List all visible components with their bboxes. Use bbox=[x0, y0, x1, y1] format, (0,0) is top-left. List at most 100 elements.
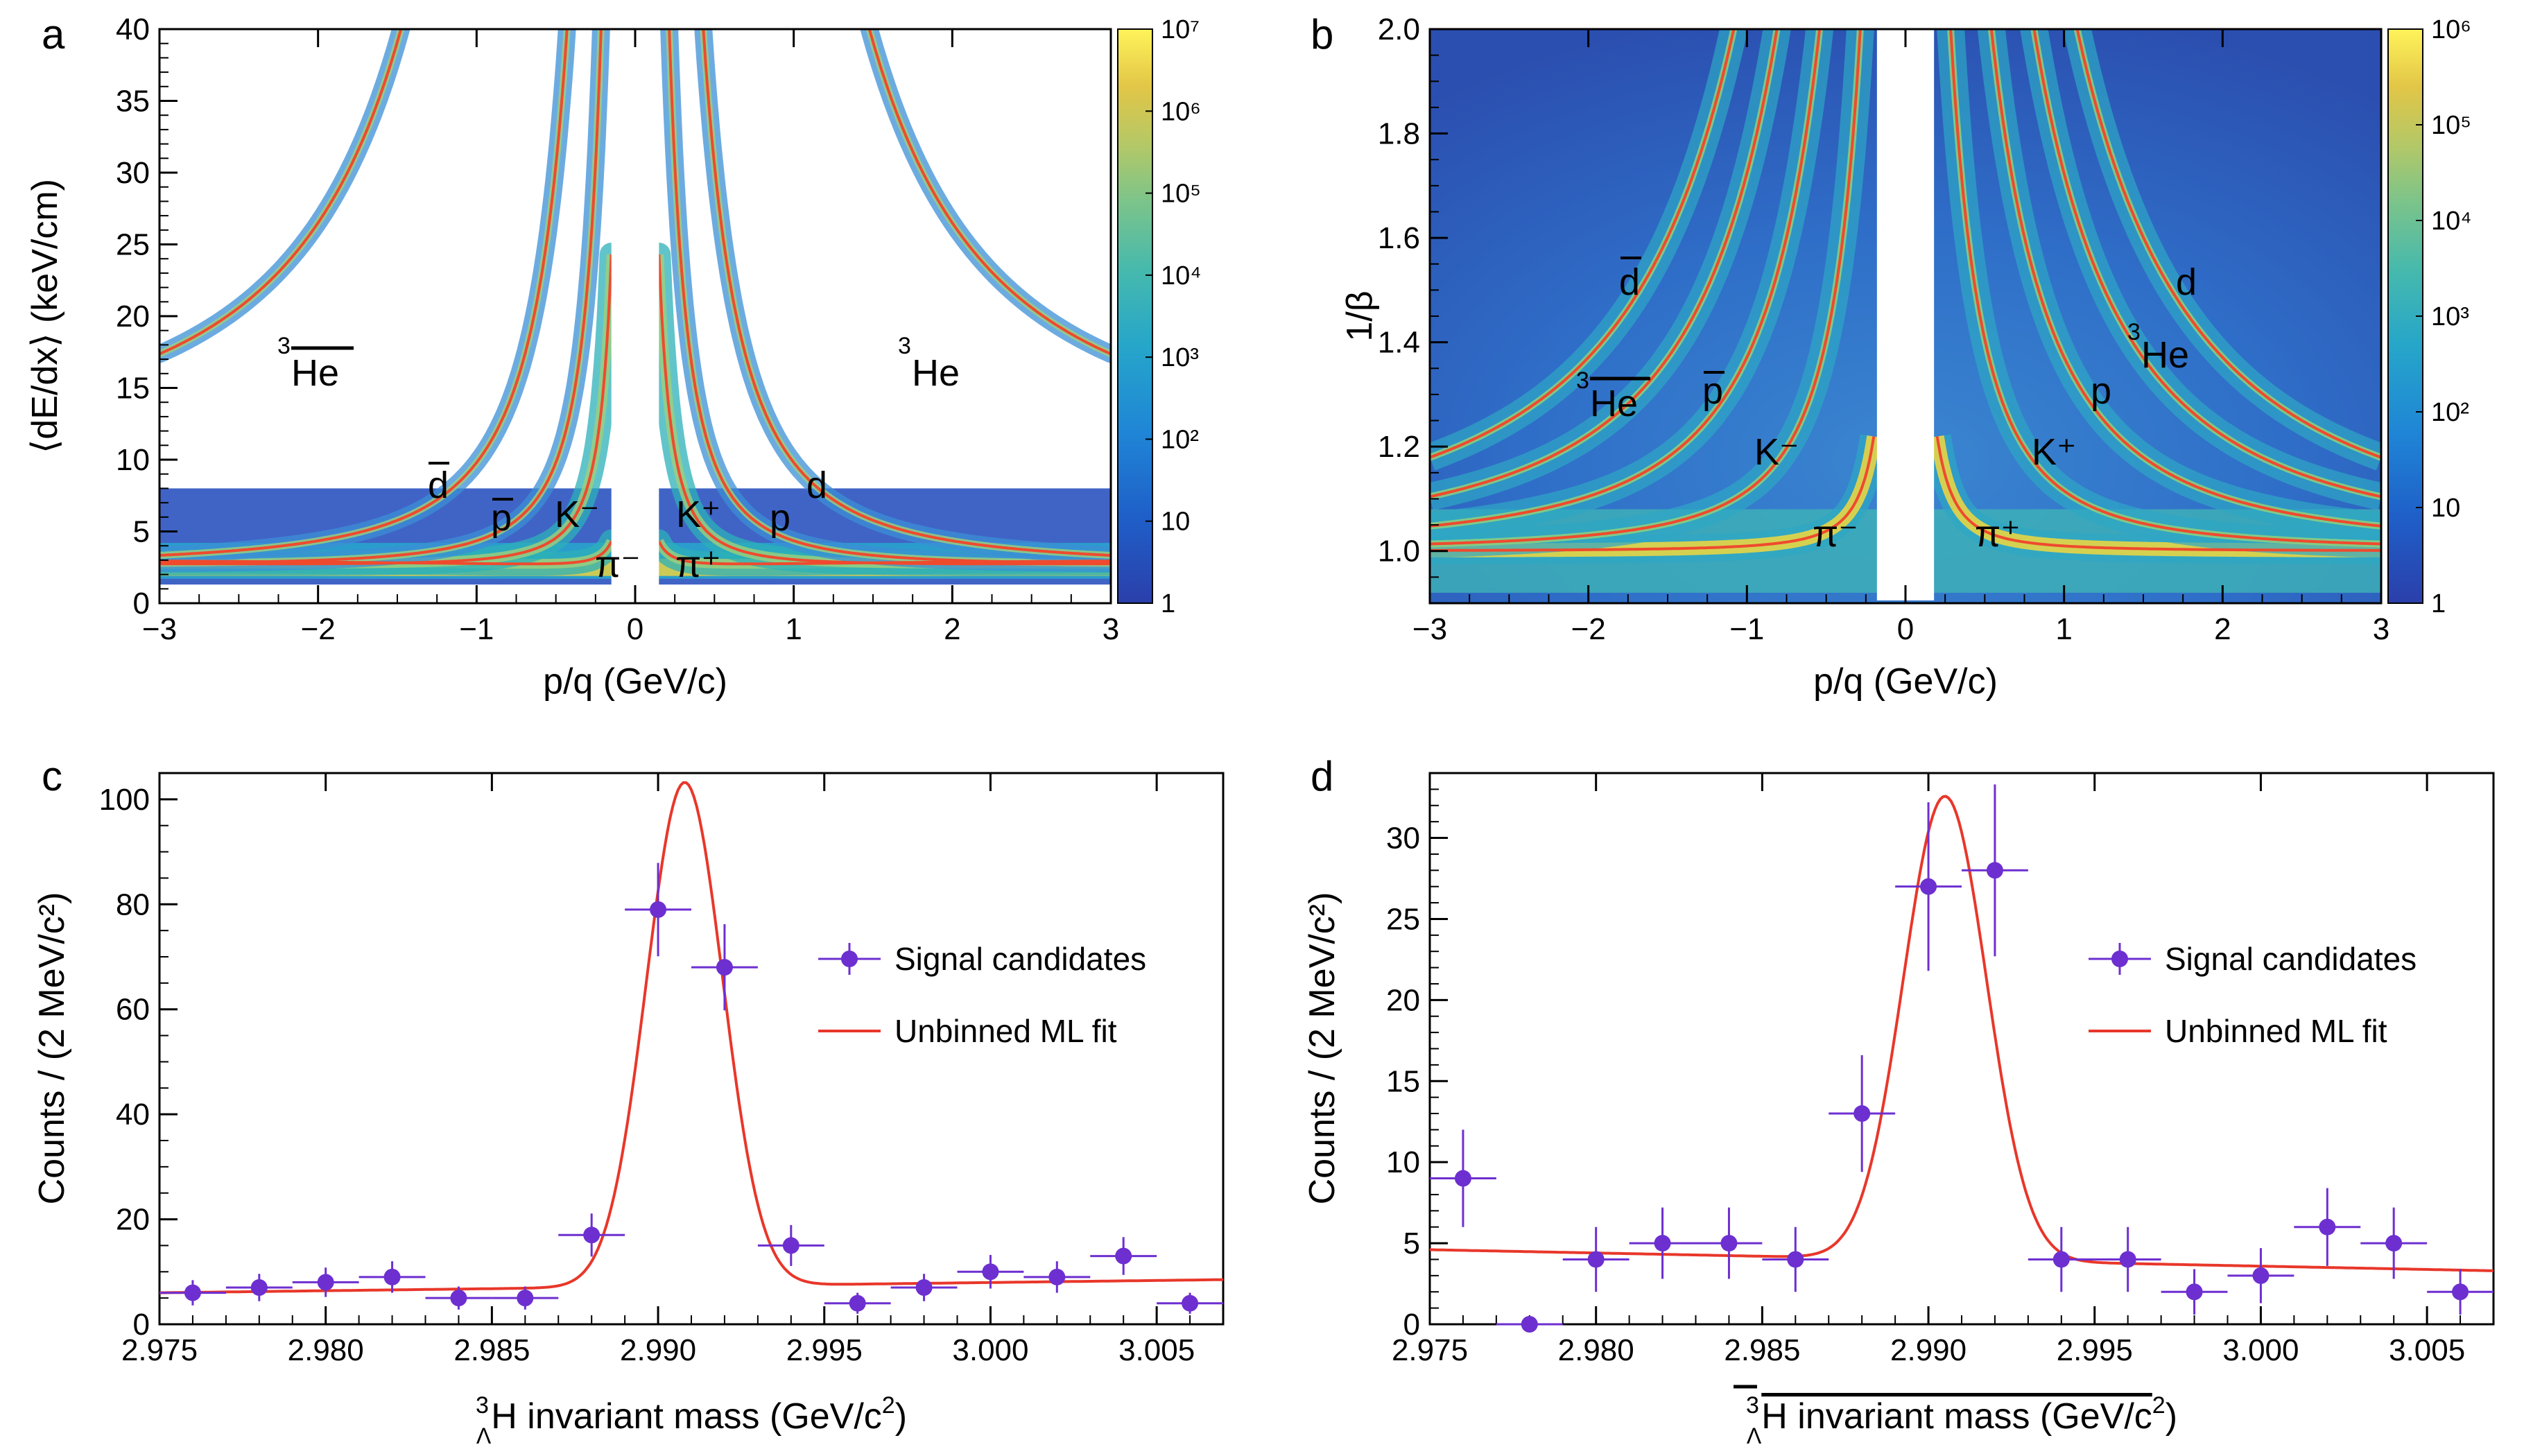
point-marker bbox=[1720, 1235, 1738, 1252]
data-point bbox=[1430, 1129, 1496, 1227]
panel-d-legend: Signal candidates Unbinned ML fit bbox=[2089, 941, 2417, 1049]
point-marker bbox=[782, 1237, 799, 1254]
panel-a-colorbar bbox=[1117, 28, 1153, 604]
expectation-curve-2 bbox=[159, 29, 603, 565]
point-marker bbox=[1115, 1247, 1132, 1265]
panel-b-particle-labels: π⁻ π⁺ K⁻ K⁺ p p d d 3 He 3 He bbox=[1576, 257, 2197, 555]
expectation-curve-1 bbox=[657, 254, 1111, 566]
data-point bbox=[1562, 1227, 1630, 1292]
x-tick-label: 2.975 bbox=[1392, 1333, 1468, 1367]
panel-a-expectation-curves bbox=[159, 29, 1111, 566]
point-marker bbox=[317, 1274, 334, 1291]
x-tick-label: 2.985 bbox=[1724, 1333, 1800, 1367]
data-point bbox=[691, 924, 758, 1011]
panel-c-xlabel-sup: 3 bbox=[476, 1392, 489, 1419]
panel-c-axes: 2.975 2.980 2.985 2.990 2.995 3.000 3.005 0 20 40… bbox=[99, 772, 1224, 1367]
point-marker bbox=[1920, 878, 1937, 895]
y-tick-label: 40 bbox=[116, 1098, 150, 1132]
expectation-curve-1 bbox=[159, 254, 613, 566]
y-tick-label: 40 bbox=[116, 12, 150, 46]
data-point bbox=[757, 1224, 824, 1266]
point-marker bbox=[1048, 1268, 1066, 1285]
panel-b-low-momentum-gap bbox=[1876, 29, 1935, 600]
label-pi-plus: π⁺ bbox=[675, 544, 721, 585]
panel-d-antihypertriton-mass: 2.975 2.980 2.985 2.990 2.995 3.000 3.005 0 5 10 1… bbox=[1302, 772, 2495, 1448]
colorbar-label: 10² bbox=[1161, 425, 1199, 454]
x-tick-label: −3 bbox=[1412, 612, 1447, 646]
expectation-curve-3 bbox=[159, 29, 569, 557]
y-tick-label: 5 bbox=[133, 515, 150, 549]
label-pbar-b: p bbox=[1702, 370, 1723, 412]
y-tick-label: 10 bbox=[1386, 1145, 1420, 1179]
x-tick-label: 2.990 bbox=[620, 1333, 696, 1367]
data-point bbox=[2227, 1248, 2294, 1303]
y-tick-label: 35 bbox=[116, 85, 150, 119]
panel-a-colorbar-labels: 1 10 10² 10³ 10⁴ 10⁵ 10⁶ 10⁷ bbox=[1146, 15, 1202, 618]
y-tick-label: 1.4 bbox=[1378, 326, 1420, 360]
panel-c-xlabel-main: H invariant mass (GeV/c bbox=[491, 1396, 882, 1437]
x-tick-label: 2 bbox=[2214, 612, 2231, 646]
legend-d-points-label: Signal candidates bbox=[2165, 941, 2417, 977]
panel-d-xlabel-sup: 3 bbox=[1746, 1392, 1759, 1419]
label-he3-mass-number: 3 bbox=[898, 333, 911, 359]
data-point bbox=[492, 1286, 559, 1310]
label-he3: He bbox=[912, 352, 960, 394]
expectation-curve-4 bbox=[867, 29, 1111, 356]
label-dbar: d bbox=[428, 465, 449, 506]
point-marker bbox=[2186, 1283, 2203, 1301]
data-point bbox=[824, 1292, 891, 1314]
tof-curve-0 bbox=[1430, 436, 1876, 552]
y-tick-label: 1.2 bbox=[1378, 430, 1420, 464]
x-tick-label: 2.995 bbox=[786, 1333, 863, 1367]
data-point bbox=[2094, 1227, 2161, 1292]
y-tick-label: 30 bbox=[116, 156, 150, 190]
point-marker bbox=[982, 1263, 999, 1281]
label-he3bar-mass-number: 3 bbox=[277, 333, 291, 359]
point-marker bbox=[2052, 1251, 2070, 1268]
y-tick-label: 1.6 bbox=[1378, 221, 1420, 255]
x-tick-label: 2.975 bbox=[121, 1333, 198, 1367]
panel-c-legend: Signal candidates Unbinned ML fit bbox=[818, 941, 1146, 1049]
point-marker bbox=[184, 1284, 201, 1301]
point-marker bbox=[2319, 1218, 2336, 1236]
data-point bbox=[625, 863, 691, 957]
x-tick-label: 3 bbox=[2373, 612, 2389, 646]
data-point bbox=[957, 1255, 1024, 1289]
y-tick-label: 20 bbox=[1386, 983, 1420, 1017]
x-tick-label: 3.000 bbox=[2222, 1333, 2299, 1367]
data-point bbox=[1157, 1292, 1223, 1314]
data-point bbox=[159, 1280, 226, 1306]
panel-a-low-momentum-gap bbox=[611, 29, 659, 598]
panel-letter-d: d bbox=[1311, 753, 1333, 799]
colorbar-label: 10⁴ bbox=[2431, 207, 2472, 236]
point-marker bbox=[1454, 1170, 1471, 1187]
panel-a-ylabel: ⟨dE/dx⟩ (keV/cm) bbox=[25, 179, 65, 453]
tof-curve-3 bbox=[2075, 29, 2381, 459]
label-p-b: p bbox=[2091, 370, 2111, 412]
x-tick-label: −3 bbox=[142, 612, 177, 646]
colorbar-label: 10² bbox=[2431, 398, 2469, 427]
data-point bbox=[2294, 1188, 2361, 1266]
panel-d-data-points bbox=[1430, 784, 2493, 1333]
data-point bbox=[1895, 802, 1962, 971]
x-tick-label: 1 bbox=[785, 612, 802, 646]
label-d-b: d bbox=[2176, 261, 2197, 303]
x-tick-label: 3.000 bbox=[952, 1333, 1028, 1367]
expectation-curve-4 bbox=[159, 29, 403, 356]
x-tick-label: 0 bbox=[627, 612, 643, 646]
colorbar-label: 10⁵ bbox=[1161, 180, 1201, 209]
data-point bbox=[890, 1274, 958, 1301]
y-tick-label: 15 bbox=[1386, 1064, 1420, 1098]
y-tick-label: 1.8 bbox=[1378, 117, 1420, 151]
panel-c-xlabel-exp: 2 bbox=[882, 1392, 895, 1419]
label-pi-minus: π⁻ bbox=[595, 544, 641, 585]
label-pbar: p bbox=[491, 497, 512, 539]
expectation-curve-3 bbox=[702, 29, 1111, 557]
point-marker bbox=[2119, 1251, 2136, 1268]
y-tick-label: 80 bbox=[116, 887, 150, 921]
data-point bbox=[1629, 1207, 1696, 1279]
colorbar-label: 10⁴ bbox=[1161, 261, 1202, 291]
label-he3bar-mass-number-b: 3 bbox=[1576, 367, 1589, 394]
